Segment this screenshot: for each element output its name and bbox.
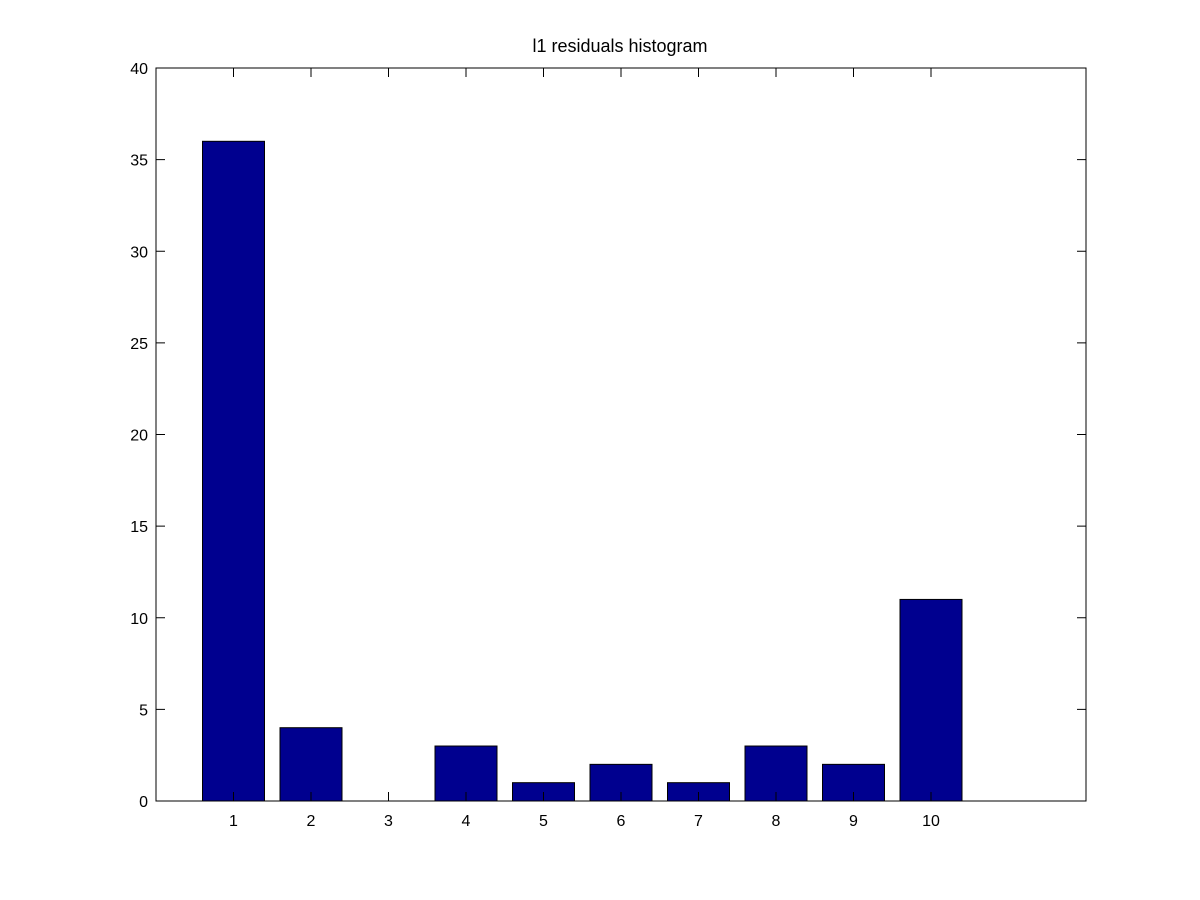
y-tick-labels: 0 5 10 15 20 25 30 35 40	[130, 61, 148, 811]
x-tick-label: 6	[617, 813, 626, 830]
x-tick-label: 3	[384, 813, 393, 830]
y-tick-label: 0	[139, 794, 148, 811]
y-tick-label: 25	[130, 336, 148, 353]
bars-group	[202, 140, 963, 802]
x-tick-label: 7	[694, 813, 703, 830]
x-tick-label: 5	[539, 813, 548, 830]
y-tick-label: 35	[130, 153, 148, 170]
bar-4	[434, 745, 498, 802]
x-tick-label: 10	[922, 813, 940, 830]
x-tick-label: 9	[849, 813, 858, 830]
y-tick-label: 15	[130, 519, 148, 536]
x-tick-labels: 1 2 3 4 5 6 7 8 9 10	[229, 813, 940, 830]
bar-10	[899, 598, 963, 802]
x-tick-label: 4	[462, 813, 471, 830]
y-tick-label: 40	[130, 61, 148, 78]
x-tick-label: 2	[307, 813, 316, 830]
axes-group	[155, 67, 1087, 802]
y-tick-label: 20	[130, 428, 148, 445]
x-tick-label: 1	[229, 813, 238, 830]
y-tick-label: 5	[139, 702, 148, 719]
bar-2	[279, 727, 343, 802]
chart-title: l1 residuals histogram	[532, 36, 707, 56]
y-tick-label: 10	[130, 611, 148, 628]
y-tick-label: 30	[130, 244, 148, 261]
x-tick-label: 8	[772, 813, 781, 830]
bar-1	[202, 140, 265, 802]
